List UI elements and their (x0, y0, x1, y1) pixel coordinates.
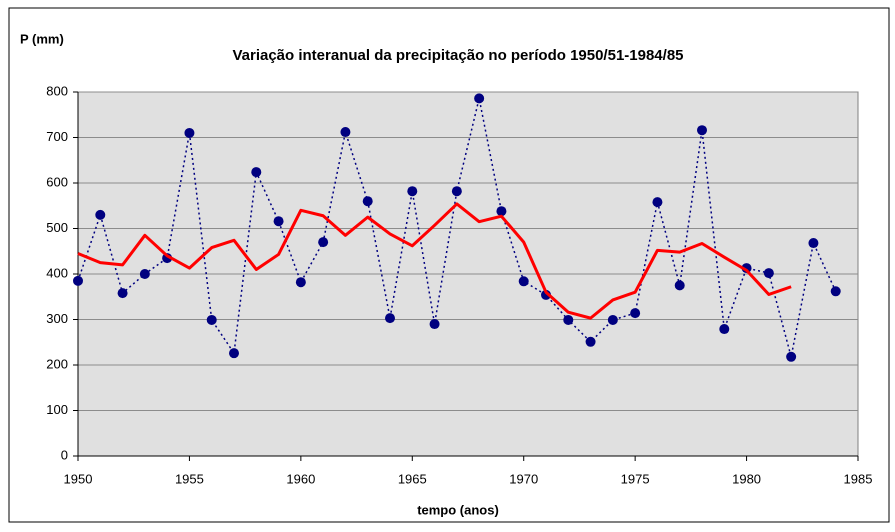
y-tick-label: 600 (46, 174, 68, 189)
data-point (808, 238, 819, 249)
data-point (786, 351, 797, 362)
y-tick-label: 800 (46, 83, 68, 98)
y-axis-label: P (mm) (20, 31, 64, 46)
chart-title: Variação interanual da precipitação no p… (232, 47, 683, 64)
series-line (77, 97, 837, 358)
data-point (117, 288, 128, 299)
data-point (763, 268, 774, 279)
data-point (229, 348, 239, 359)
data-point (318, 237, 329, 248)
data-point (340, 127, 351, 138)
x-tick-label: 1970 (509, 471, 538, 486)
data-point (585, 336, 596, 347)
y-tick-label: 100 (46, 402, 68, 417)
y-tick-label: 200 (46, 356, 68, 371)
data-point (139, 269, 150, 279)
data-point (385, 313, 395, 324)
x-tick-label: 1950 (64, 471, 93, 486)
y-tick-label: 500 (46, 220, 68, 235)
y-tick-label: 700 (46, 129, 68, 144)
x-tick-label: 1985 (844, 471, 873, 486)
data-point (496, 206, 507, 217)
x-tick-label: 1980 (732, 471, 761, 486)
data-point (697, 125, 707, 136)
data-point (630, 308, 641, 319)
y-tick-label: 400 (46, 265, 68, 280)
data-point (95, 209, 106, 220)
data-point (652, 197, 663, 208)
data-point (362, 196, 373, 207)
x-tick-label: 1955 (175, 471, 204, 486)
data-point (429, 319, 440, 330)
y-tick-label: 300 (46, 311, 68, 326)
data-point (607, 314, 618, 325)
data-point (518, 276, 529, 287)
data-point (273, 216, 284, 227)
y-tick-label: 0 (61, 447, 68, 462)
x-axis-label: tempo (anos) (417, 502, 499, 517)
data-point (830, 286, 841, 297)
data-point (674, 280, 685, 291)
data-point (563, 314, 574, 325)
data-point (474, 93, 485, 104)
data-point (251, 167, 262, 178)
data-point (407, 186, 418, 197)
data-point (73, 275, 83, 286)
data-point (451, 186, 462, 197)
data-point (184, 127, 195, 138)
x-tick-label: 1965 (398, 471, 427, 486)
data-point (719, 324, 730, 335)
x-tick-label: 1975 (621, 471, 650, 486)
series-line (77, 202, 792, 320)
data-point (295, 277, 306, 288)
data-point (206, 314, 217, 325)
x-tick-label: 1960 (286, 471, 315, 486)
